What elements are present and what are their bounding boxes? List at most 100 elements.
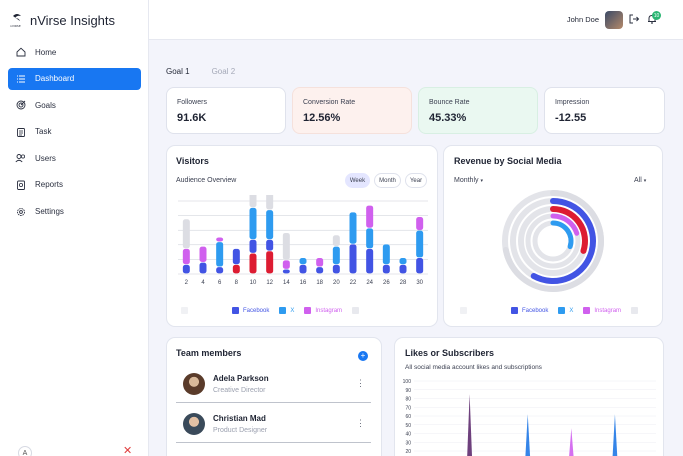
bar-segment xyxy=(382,244,390,265)
add-member-button[interactable]: + xyxy=(358,351,368,361)
stat-card-followers: Followers 91.6K xyxy=(166,87,286,134)
x-tick-label: 8 xyxy=(235,280,239,286)
radial-bar xyxy=(550,206,588,254)
legend-instagram[interactable]: Instagram xyxy=(315,307,343,314)
x-tick-label: 20 xyxy=(333,280,340,286)
list-icon xyxy=(15,73,26,84)
team-card xyxy=(166,337,382,456)
stat-card-bounce-rate: Bounce Rate 45.33% xyxy=(418,87,538,134)
revenue-legend: Facebook X Instagram xyxy=(460,307,672,314)
user-name[interactable]: John Doe xyxy=(566,15,599,24)
tab-goal-1[interactable]: Goal 1 xyxy=(166,67,190,76)
y-tick-label: 40 xyxy=(405,432,411,438)
sidebar-item-goals[interactable]: Goals xyxy=(8,94,141,116)
revenue-filter-select[interactable]: All ▾ xyxy=(634,177,646,184)
stat-label: Followers xyxy=(177,99,207,106)
collapse-icon[interactable]: A xyxy=(18,446,32,456)
clipboard-icon xyxy=(15,126,26,137)
bar-segment xyxy=(282,269,290,274)
stat-card-conversion-rate: Conversion Rate 12.56% xyxy=(292,87,412,134)
sidebar-item-reports[interactable]: Reports xyxy=(8,174,141,196)
avatar xyxy=(183,413,205,435)
sidebar-item-label: Settings xyxy=(35,207,64,217)
sidebar-item-dashboard[interactable]: Dashboard xyxy=(8,67,141,90)
sidebar-item-task[interactable]: Task xyxy=(8,121,141,143)
revenue-title: Revenue by Social Media xyxy=(454,156,562,166)
legend-swatch xyxy=(279,307,287,314)
bar-segment xyxy=(399,264,407,274)
sidebar-item-users[interactable]: Users xyxy=(8,147,141,169)
bar-segment xyxy=(332,235,340,247)
team-member[interactable]: Adela Parkson Creative Director xyxy=(183,373,269,395)
legend-instagram[interactable]: Instagram xyxy=(594,307,622,314)
more-options-icon[interactable]: ⋮ xyxy=(356,418,365,428)
bar-segment xyxy=(399,258,407,265)
area-spike xyxy=(467,394,473,456)
sidebar-item-home[interactable]: Home xyxy=(8,41,141,63)
bar-segment xyxy=(366,248,374,274)
likes-title: Likes or Subscribers xyxy=(405,348,495,358)
member-role: Creative Director xyxy=(213,387,266,394)
bar-segment xyxy=(416,230,424,258)
x-tick-label: 2 xyxy=(185,280,189,286)
legend-x[interactable]: X xyxy=(569,307,574,314)
x-tick-label: 4 xyxy=(201,280,205,286)
brand[interactable]: nVIRSE nVirse Insights xyxy=(10,12,116,29)
bar-segment xyxy=(199,262,207,274)
range-month-button[interactable]: Month xyxy=(374,173,401,188)
legend-facebook[interactable]: Facebook xyxy=(522,307,549,314)
x-tick-label: 10 xyxy=(250,280,257,286)
close-icon[interactable]: ✕ xyxy=(123,445,133,456)
range-year-button[interactable]: Year xyxy=(405,173,427,188)
bar-segment xyxy=(282,232,290,260)
bar-segment xyxy=(232,248,240,265)
legend-swatch xyxy=(631,307,639,314)
bar-segment xyxy=(249,207,257,240)
revenue-card xyxy=(443,145,663,327)
bar-segment xyxy=(349,244,357,274)
revenue-period-select[interactable]: Monthly ▾ xyxy=(454,177,483,184)
more-options-icon[interactable]: ⋮ xyxy=(356,378,365,388)
users-icon xyxy=(15,153,26,164)
filter-label: All xyxy=(634,177,642,184)
likes-area-chart: 100 90 80 70 60 50 40 30 20 xyxy=(403,379,656,456)
bar-segment xyxy=(366,205,374,228)
legend-swatch xyxy=(232,307,239,314)
logout-icon[interactable] xyxy=(628,13,640,25)
sidebar-item-settings[interactable]: Settings xyxy=(8,201,141,223)
x-tick-label: 12 xyxy=(266,280,273,286)
bar-segment xyxy=(332,246,340,265)
sidebar-item-label: Reports xyxy=(35,180,64,190)
brand-logo-icon: nVIRSE xyxy=(10,12,24,28)
x-tick-label: 26 xyxy=(383,280,390,286)
chevron-down-icon: ▾ xyxy=(480,178,483,184)
tab-goal-2[interactable]: Goal 2 xyxy=(211,67,236,76)
y-tick-label: 50 xyxy=(405,423,411,429)
radial-bar xyxy=(550,220,574,250)
area-spike xyxy=(612,414,618,456)
x-tick-label: 18 xyxy=(316,280,323,286)
range-week-button[interactable]: Week xyxy=(345,173,370,188)
team-member[interactable]: Christian Mad Product Designer xyxy=(183,413,267,435)
radial-bar xyxy=(550,213,580,236)
y-tick-label: 100 xyxy=(403,379,412,385)
legend-facebook[interactable]: Facebook xyxy=(243,307,270,314)
likes-card xyxy=(394,337,664,456)
avatar[interactable] xyxy=(605,11,623,29)
visitors-bar-chart: 2 4 6 8 10 12 14 16 18 20 22 24 26 28 30 xyxy=(178,195,428,286)
bar-segment xyxy=(349,212,357,244)
sidebar-item-label: Home xyxy=(35,47,57,57)
app-name: nVirse Insights xyxy=(30,12,116,28)
legend-swatch xyxy=(352,307,360,314)
legend-x[interactable]: X xyxy=(290,307,295,314)
bar-segment xyxy=(249,239,257,253)
bar-segment xyxy=(299,264,307,274)
stat-value: 91.6K xyxy=(177,112,207,124)
x-tick-label: 22 xyxy=(350,280,357,286)
y-tick-label: 30 xyxy=(405,440,411,446)
bar-segment xyxy=(316,258,324,267)
legend-swatch xyxy=(181,307,188,314)
area-spike xyxy=(525,414,531,456)
x-tick-label: 28 xyxy=(400,280,407,286)
legend-swatch xyxy=(583,307,591,314)
